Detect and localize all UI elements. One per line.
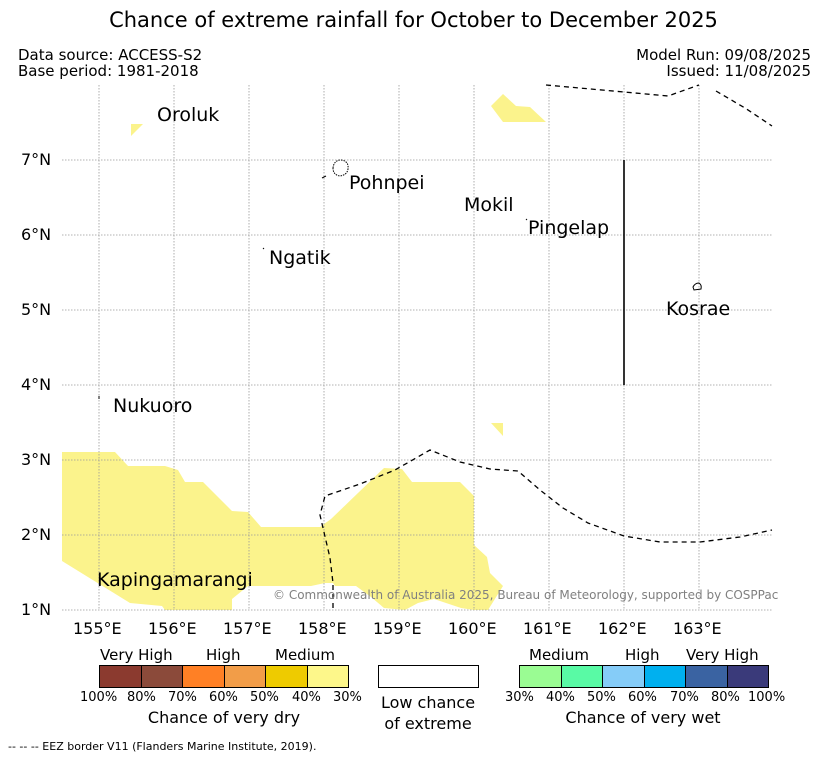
lon-tick-155: 155°E: [73, 619, 122, 638]
lon-tick-158: 158°E: [298, 619, 347, 638]
wet-title: Chance of very wet: [565, 708, 721, 727]
pohnpei-island: [332, 159, 349, 177]
wet-header-medium: Medium: [529, 646, 589, 664]
wet-swatch-3: [602, 666, 644, 687]
wet-tick-50: 50%: [587, 690, 616, 705]
shade-south: [62, 452, 503, 610]
wet-tick-80: 80%: [711, 690, 740, 705]
place-kosrae: Kosrae: [666, 298, 731, 320]
wet-swatch-6: [726, 666, 768, 687]
dry-tick-60: 60%: [209, 690, 238, 705]
wet-tick-100: 100%: [748, 690, 786, 705]
dry-tick-100: 100%: [80, 690, 118, 705]
base-period: Base period: 1981-2018: [18, 62, 199, 80]
dry-tick-50: 50%: [250, 690, 279, 705]
wet-swatch-4: [643, 666, 685, 687]
dry-swatch-2: [140, 666, 182, 687]
lon-tick-160: 160°E: [448, 619, 497, 638]
dry-header-high: High: [206, 646, 241, 664]
lon-tick-157: 157°E: [223, 619, 272, 638]
place-ngatik: Ngatik: [269, 247, 331, 269]
place-pohnpei: Pohnpei: [349, 172, 425, 194]
lon-tick-159: 159°E: [373, 619, 422, 638]
place-kapingamarangi: Kapingamarangi: [97, 569, 253, 591]
dry-header-very-high: Very High: [100, 646, 173, 664]
wet-header-high: High: [625, 646, 660, 664]
eez-footnote: -- -- -- EEZ border V11 (Flanders Marine…: [8, 740, 317, 753]
shade-oroluk: [131, 124, 143, 136]
lat-tick-1: 1°N: [21, 600, 52, 619]
ngatik-atoll: [262, 247, 265, 250]
dry-swatch-1: [100, 666, 141, 687]
lat-tick-4: 4°N: [21, 375, 52, 394]
ant-atoll: [321, 175, 327, 179]
wet-swatch-1: [520, 666, 561, 687]
wet-tick-30: 30%: [505, 690, 534, 705]
copyright-notice: © Commonwealth of Australia 2025, Bureau…: [273, 588, 779, 602]
dry-title: Chance of very dry: [147, 708, 301, 727]
wet-swatch-2: [560, 666, 602, 687]
dry-tick-40: 40%: [292, 690, 321, 705]
wet-header-very-high: Very High: [686, 646, 759, 664]
dry-swatch-3: [182, 666, 224, 687]
pingelap-atoll: [525, 218, 528, 221]
low-chance-line2: of extreme: [384, 714, 472, 733]
dry-swatch-6: [306, 666, 348, 687]
dry-swatch-5: [265, 666, 307, 687]
low-chance-line1: Low chance: [380, 693, 476, 712]
wet-tick-60: 60%: [628, 690, 657, 705]
map-title: Chance of extreme rainfall for October t…: [109, 8, 718, 32]
place-oroluk: Oroluk: [157, 104, 220, 126]
place-nukuoro: Nukuoro: [113, 395, 193, 417]
lat-tick-6: 6°N: [21, 225, 52, 244]
kosrae-island: [692, 282, 702, 291]
wet-colorbar: [519, 665, 769, 688]
wet-tick-40: 40%: [546, 690, 575, 705]
dry-swatch-4: [223, 666, 265, 687]
lon-tick-156: 156°E: [148, 619, 197, 638]
issued-date: Issued: 11/08/2025: [666, 62, 811, 80]
lon-tick-161: 161°E: [523, 619, 572, 638]
wet-tick-70: 70%: [670, 690, 699, 705]
lat-tick-2: 2°N: [21, 525, 52, 544]
dry-tick-80: 80%: [127, 690, 156, 705]
lon-tick-162: 162°E: [598, 619, 647, 638]
lat-tick-5: 5°N: [21, 300, 52, 319]
eez-border: [319, 84, 773, 608]
islands: [98, 159, 702, 399]
lat-tick-3: 3°N: [21, 450, 52, 469]
place-mokil: Mokil: [464, 194, 514, 216]
dry-header-medium: Medium: [275, 646, 335, 664]
dry-colorbar: [99, 665, 349, 688]
lon-tick-163: 163°E: [673, 619, 722, 638]
shade-small: [491, 423, 503, 436]
dry-tick-30: 30%: [333, 690, 362, 705]
shade-northeast: [491, 94, 546, 122]
low-chance-box: [378, 665, 479, 688]
model-run: Model Run: 09/08/2025: [636, 46, 811, 64]
data-source: Data source: ACCESS-S2: [18, 46, 203, 64]
medium-dry-shading: [62, 94, 546, 610]
dry-tick-70: 70%: [168, 690, 197, 705]
wet-swatch-5: [685, 666, 727, 687]
place-pingelap: Pingelap: [528, 217, 610, 239]
lat-tick-7: 7°N: [21, 150, 52, 169]
